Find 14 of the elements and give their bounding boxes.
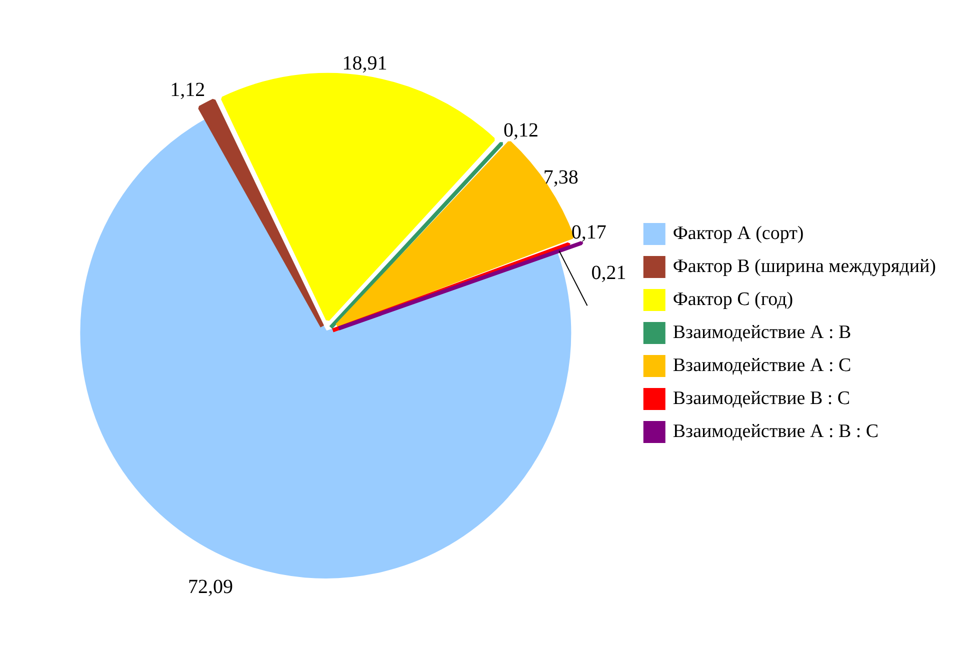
data-label: 18,91 xyxy=(342,52,388,75)
data-label: 0,12 xyxy=(504,120,539,142)
legend-label: Фактор А (сорт) xyxy=(672,222,804,244)
legend-label: Взаимодействие А : В xyxy=(672,322,852,343)
legend-label: Фактор С (год) xyxy=(672,288,794,310)
legend-label: Фактор В (ширина междурядий) xyxy=(672,256,936,277)
data-label: 7,38 xyxy=(543,166,578,188)
data-label: 1,12 xyxy=(170,79,206,102)
data-label: 0,21 xyxy=(591,262,626,284)
data-label: 0,17 xyxy=(571,222,606,244)
legend-label: Взаимодействие В : С xyxy=(672,388,850,409)
legend-label: Взаимодействие А : В : С xyxy=(672,420,879,442)
legend-label: Взаимодействие А : С xyxy=(672,354,852,376)
data-label: 72,09 xyxy=(188,576,233,598)
